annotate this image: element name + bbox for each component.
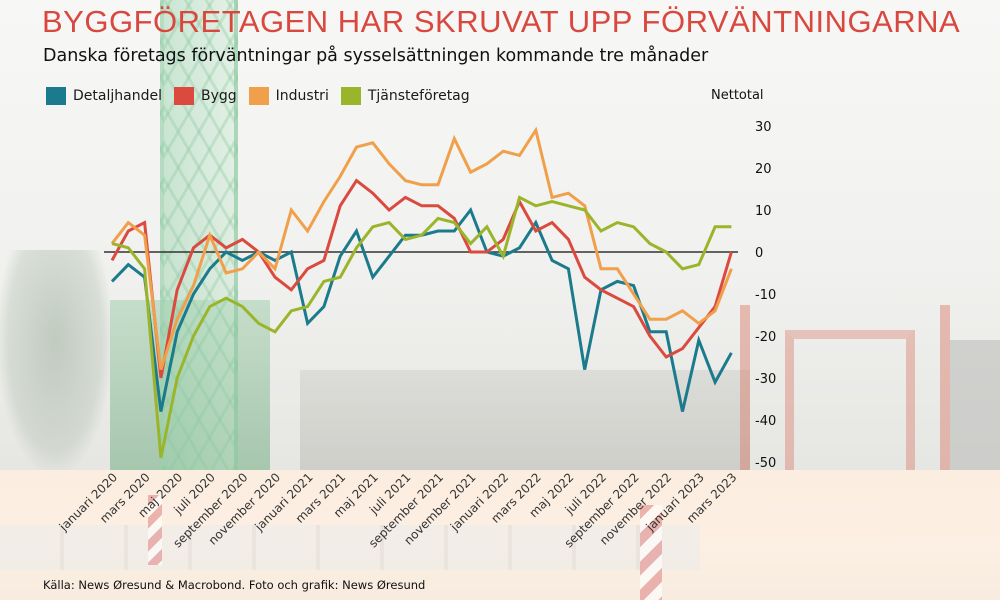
y-tick-label: -50 — [755, 456, 776, 471]
legend-swatch — [340, 87, 361, 105]
legend-swatch — [46, 87, 66, 105]
y-tick-label: -30 — [755, 372, 776, 387]
series-line — [110, 126, 733, 371]
y-tick-label: -20 — [755, 330, 776, 345]
legend-swatch — [248, 87, 269, 105]
legend: Detaljhandel Bygg Industri Tjänsteföreta… — [46, 87, 482, 105]
y-tick-label: -40 — [755, 414, 776, 429]
y-axis: 30 20 10 0 -10 -20 -30 -40 -50 — [755, 120, 776, 471]
y-axis-unit-label: Nettotal — [711, 88, 764, 103]
legend-label: Tjänsteföretag — [367, 88, 470, 104]
legend-label: Industri — [275, 88, 329, 104]
series-industri — [110, 126, 733, 371]
legend-item-detaljhandel: Detaljhandel — [46, 87, 162, 105]
series-line — [111, 195, 732, 459]
chart-subtitle: Danska företags förväntningar på syssels… — [43, 46, 709, 66]
y-tick-label: 20 — [755, 162, 772, 177]
legend-item-industri: Industri — [248, 87, 329, 105]
legend-label: Bygg — [200, 88, 237, 104]
building-under-construction — [300, 370, 750, 470]
striped-post — [640, 505, 662, 600]
series-lines — [110, 126, 733, 459]
trees — [0, 250, 110, 470]
striped-post — [148, 495, 162, 565]
crane-base — [110, 300, 270, 470]
source-note: Källa: News Øresund & Macrobond. Foto oc… — [43, 578, 426, 592]
legend-item-tjansteforetag: Tjänsteföretag — [340, 87, 470, 105]
series-line — [110, 178, 733, 379]
y-tick-label: 0 — [755, 246, 763, 261]
chart-title: BYGGFÖRETAGEN HAR SKRUVAT UPP FÖRVÄNTNIN… — [42, 4, 961, 39]
legend-item-bygg: Bygg — [173, 87, 237, 105]
legend-swatch — [173, 87, 194, 105]
road-barriers — [0, 525, 700, 570]
concrete-wall — [950, 340, 1000, 470]
legend-label: Detaljhandel — [73, 88, 162, 104]
series-tjänsteföretag — [111, 195, 732, 459]
red-steel-frame-inner — [785, 330, 915, 470]
y-tick-label: -10 — [755, 288, 776, 303]
y-tick-label: 10 — [755, 204, 772, 219]
y-tick-label: 30 — [755, 120, 772, 135]
series-bygg — [110, 178, 733, 379]
red-steel-frame — [740, 305, 950, 470]
